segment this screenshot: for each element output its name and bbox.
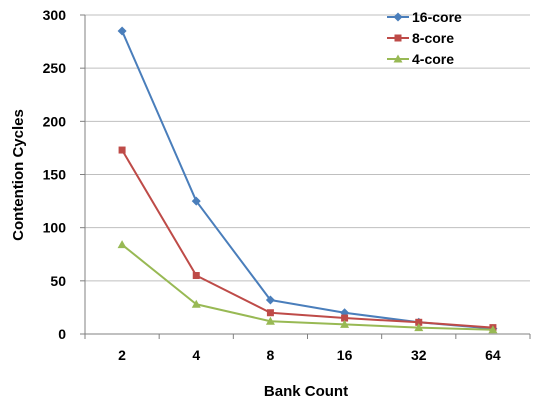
data-point xyxy=(117,240,127,249)
y-tick-label: 0 xyxy=(58,326,66,342)
legend-item-8-core: 8-core xyxy=(387,30,454,46)
data-point xyxy=(414,323,424,332)
series-4-core xyxy=(117,240,498,334)
legend-label: 8-core xyxy=(412,30,454,46)
axes xyxy=(80,14,531,339)
x-tick-label: 16 xyxy=(337,347,353,363)
y-tick-labels: 0 50 100 150 200 250 300 xyxy=(43,7,67,342)
data-point xyxy=(191,196,201,206)
x-tick-label: 64 xyxy=(485,347,501,363)
data-point xyxy=(265,316,275,325)
legend-item-4-core: 4-core xyxy=(387,51,454,67)
data-point xyxy=(415,318,423,326)
legend-label: 16-core xyxy=(412,9,462,25)
data-point xyxy=(118,146,126,154)
y-tick-label: 50 xyxy=(50,273,66,289)
data-point xyxy=(192,272,200,280)
y-tick-label: 150 xyxy=(43,167,67,183)
legend-marker xyxy=(393,12,403,22)
y-tick-label: 100 xyxy=(43,220,67,236)
y-tick-label: 200 xyxy=(43,113,67,129)
data-point xyxy=(117,26,127,36)
x-tick-label: 32 xyxy=(411,347,427,363)
legend-label: 4-core xyxy=(412,51,454,67)
series-group xyxy=(117,26,498,334)
x-tick-label: 8 xyxy=(267,347,275,363)
legend: 16-core 8-core 4-core xyxy=(387,9,462,67)
legend-marker xyxy=(394,34,402,42)
series-line xyxy=(121,243,493,331)
data-point xyxy=(340,319,350,328)
series-line xyxy=(121,149,493,329)
x-tick-label: 4 xyxy=(192,347,200,363)
data-point xyxy=(265,295,275,305)
legend-marker xyxy=(393,54,403,63)
x-tick-label: 2 xyxy=(118,347,126,363)
y-tick-label: 300 xyxy=(43,7,67,23)
data-point xyxy=(266,309,274,317)
gridlines xyxy=(85,14,530,282)
y-axis-title: Contention Cycles xyxy=(10,109,27,241)
data-point xyxy=(488,325,498,334)
y-tick-label: 250 xyxy=(43,60,67,76)
x-axis-title: Bank Count xyxy=(264,383,348,400)
data-point xyxy=(191,299,201,308)
data-point xyxy=(341,314,349,322)
legend-item-16-core: 16-core xyxy=(387,9,462,25)
series-line xyxy=(121,30,494,330)
x-tick-labels: 2 4 8 16 32 64 xyxy=(118,347,501,363)
